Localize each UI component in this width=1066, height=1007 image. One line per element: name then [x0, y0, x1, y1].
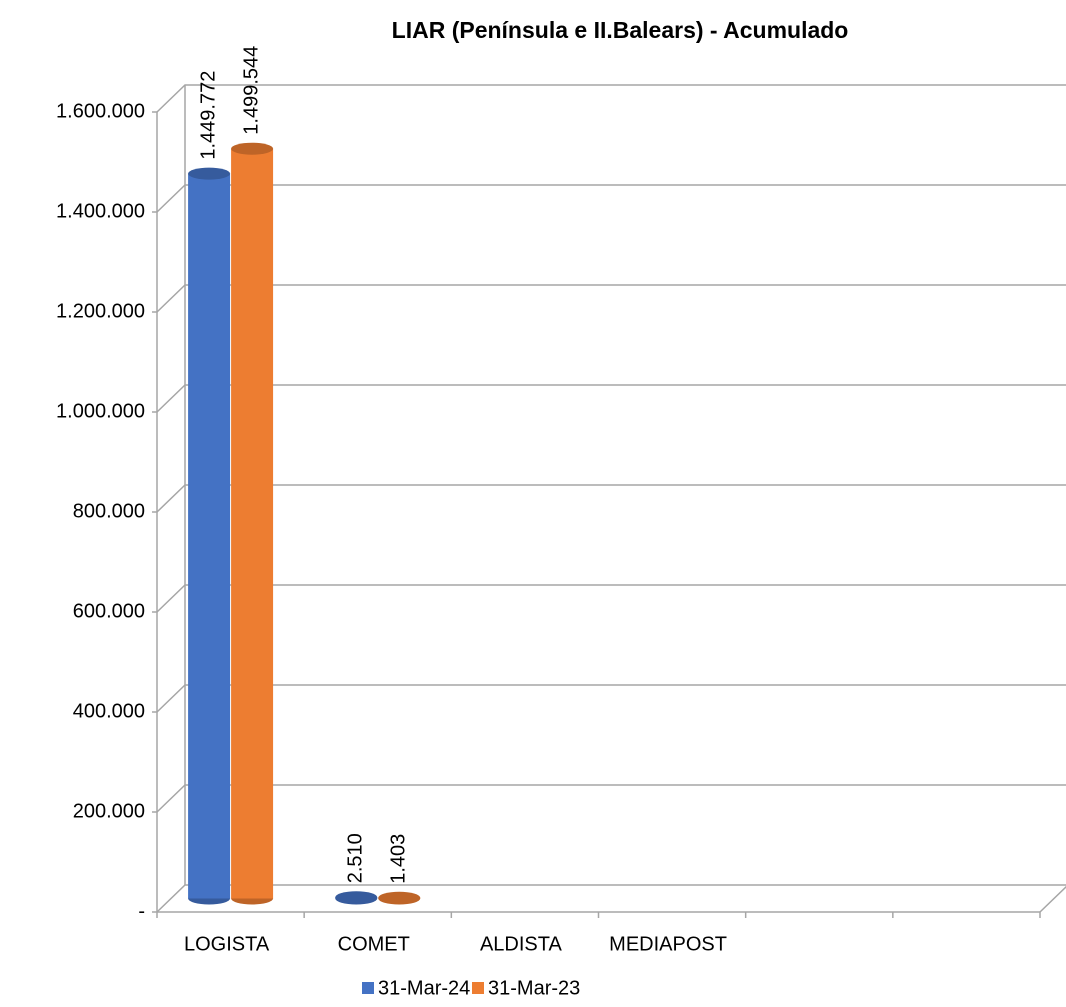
data-label: 1.449.772 [197, 71, 219, 160]
y-tick-label: 1.200.000 [56, 300, 145, 322]
grid-line [156, 884, 1066, 913]
legend-swatch [472, 982, 484, 994]
y-tick-label: 600.000 [73, 600, 145, 622]
chart-title: LIAR (Península e II.Balears) - Acumulad… [392, 17, 849, 43]
y-tick-label: 400.000 [73, 700, 145, 722]
bar-body [231, 148, 274, 899]
legend-label: 31-Mar-23 [488, 977, 580, 999]
legend-swatch [362, 982, 374, 994]
data-label: 2.510 [345, 833, 367, 883]
grid-line [156, 484, 1066, 513]
y-tick-label: 1.400.000 [56, 200, 145, 222]
y-tick-label: 200.000 [73, 800, 145, 822]
grid-line [156, 184, 1066, 213]
legend-label: 31-Mar-24 [378, 977, 470, 999]
y-tick-label: 1.000.000 [56, 400, 145, 422]
floor-side [1039, 885, 1066, 913]
grid-line [156, 84, 1066, 113]
bar [231, 142, 274, 905]
data-label: 1.499.544 [240, 46, 262, 135]
y-tick-label: - [138, 900, 145, 922]
grid-line [156, 784, 1066, 813]
grid-line [156, 584, 1066, 613]
bar-top [378, 891, 421, 904]
data-label: 1.403 [388, 834, 410, 884]
bar-top [188, 167, 231, 180]
grid-line [156, 684, 1066, 713]
x-tick-label: COMET [338, 933, 410, 955]
bar [335, 891, 378, 905]
x-tick-label: MEDIAPOST [609, 933, 727, 955]
y-tick-label: 1.600.000 [56, 100, 145, 122]
x-tick-label: ALDISTA [480, 933, 563, 955]
bar-top [335, 891, 378, 904]
x-tick-label: LOGISTA [184, 933, 270, 955]
y-tick-label: 800.000 [73, 500, 145, 522]
grid-line [156, 384, 1066, 413]
bar-top [231, 142, 274, 155]
grid-line [156, 284, 1066, 313]
bar [378, 891, 421, 905]
bar-body [188, 173, 231, 899]
bar [188, 167, 231, 905]
